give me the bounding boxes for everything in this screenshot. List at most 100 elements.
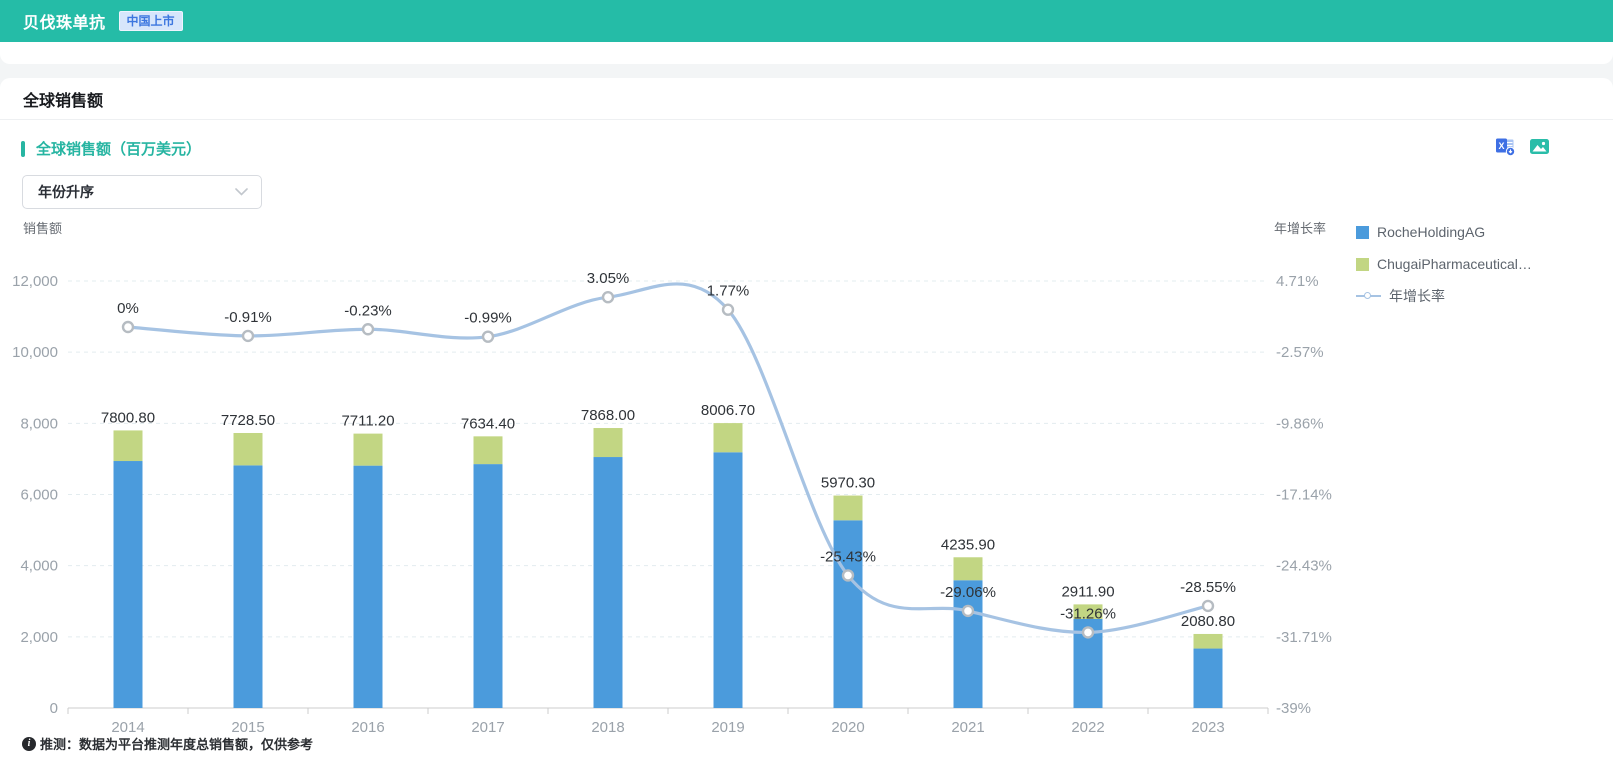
bar-chugaipharmaceutical[interactable] — [1193, 633, 1223, 649]
bar-rocheholdingag[interactable] — [593, 457, 623, 708]
bar-chugaipharmaceutical[interactable] — [593, 428, 623, 458]
bar-total-label: 4235.90 — [941, 536, 995, 553]
growth-rate-label: -0.91% — [224, 309, 272, 326]
bar-chugaipharmaceutical[interactable] — [713, 423, 743, 453]
growth-rate-label: 1.77% — [707, 283, 750, 300]
excel-download-icon[interactable]: X — [1495, 136, 1516, 157]
growth-marker[interactable] — [961, 604, 975, 618]
legend-line-icon — [1356, 291, 1381, 301]
bar-chugaipharmaceutical[interactable] — [233, 432, 263, 466]
drug-title: 贝伐珠单抗 — [23, 15, 106, 32]
note-label: 推测： — [40, 737, 80, 752]
growth-rate-label: -0.23% — [344, 302, 392, 319]
x-axis-label: 2023 — [1191, 719, 1224, 736]
growth-marker[interactable] — [841, 569, 855, 582]
growth-marker[interactable] — [721, 303, 735, 316]
legend-swatch-icon — [1356, 257, 1369, 271]
bar-chugaipharmaceutical[interactable] — [833, 495, 863, 521]
x-axis-label: 2015 — [231, 719, 264, 736]
sort-order-value: 年份升序 — [38, 184, 94, 200]
global-sales-card: 全球销售额 全球销售额（百万美元） X 年份升序 销售额 年增长率 12,000 4.… — [0, 78, 1613, 767]
title-accent-bar — [21, 141, 25, 157]
bar-chugaipharmaceutical[interactable] — [1073, 604, 1103, 619]
growth-rate-label: 3.05% — [587, 270, 630, 287]
growth-marker[interactable] — [601, 291, 615, 304]
sort-order-select[interactable]: 年份升序 — [22, 175, 262, 209]
growth-marker[interactable] — [1081, 626, 1095, 639]
right-axis-tick: -2.57% — [1276, 344, 1324, 361]
save-image-icon[interactable] — [1529, 136, 1550, 157]
chart-title: 全球销售额（百万美元） — [36, 141, 202, 158]
bar-chugaipharmaceutical[interactable] — [953, 557, 983, 581]
growth-rate-label: 0% — [117, 300, 139, 317]
bar-total-label: 8006.70 — [701, 402, 755, 419]
bar-total-label: 5970.30 — [821, 475, 875, 492]
bar-rocheholdingag[interactable] — [713, 452, 743, 708]
chart-legend: RocheHoldingAG ChugaiPharmaceutical… 年增长率 — [1356, 222, 1532, 306]
left-axis-tick: 8,000 — [20, 415, 58, 432]
app-header: 贝伐珠单抗 中国上市 — [0, 0, 1613, 42]
bar-rocheholdingag[interactable] — [353, 465, 383, 708]
bar-rocheholdingag[interactable] — [473, 464, 503, 708]
bar-rocheholdingag[interactable] — [833, 520, 863, 708]
growth-rate-label: -29.06% — [940, 584, 996, 601]
x-axis-label: 2014 — [111, 719, 144, 736]
left-axis-tick: 2,000 — [20, 629, 58, 646]
right-axis-tick: 4.71% — [1276, 273, 1319, 290]
header-sub-strip — [0, 42, 1613, 64]
bar-rocheholdingag[interactable] — [1193, 648, 1223, 708]
growth-marker[interactable] — [481, 330, 495, 343]
left-axis-tick: 0 — [50, 700, 58, 717]
chevron-down-icon — [235, 188, 248, 196]
growth-marker[interactable] — [121, 320, 135, 334]
bar-chugaipharmaceutical[interactable] — [473, 436, 503, 465]
legend-item-2[interactable]: ChugaiPharmaceutical… — [1356, 254, 1532, 274]
growth-marker[interactable] — [361, 323, 375, 336]
bar-chugaipharmaceutical[interactable] — [353, 433, 383, 466]
x-axis-label: 2016 — [351, 719, 384, 736]
bar-rocheholdingag[interactable] — [233, 465, 263, 708]
bar-total-label: 7711.20 — [341, 413, 394, 430]
svg-text:X: X — [1498, 141, 1504, 151]
note-text: 数据为平台推测年度总销售额，仅供参考 — [79, 737, 314, 752]
y-axis-title: 销售额 — [23, 221, 62, 236]
bar-total-label: 7634.40 — [461, 415, 515, 432]
right-axis-tick: -39% — [1276, 700, 1311, 717]
legend-label: RocheHoldingAG — [1377, 224, 1486, 240]
x-axis-label: 2021 — [951, 719, 984, 736]
info-icon: i — [22, 736, 36, 751]
x-axis-label: 2019 — [711, 719, 744, 736]
listed-badge: 中国上市 — [118, 11, 183, 31]
right-axis-tick: -24.43% — [1276, 558, 1332, 575]
legend-label: 年增长率 — [1389, 288, 1445, 304]
x-axis-label: 2022 — [1071, 719, 1104, 736]
growth-rate-line — [127, 282, 1209, 634]
bar-rocheholdingag[interactable] — [953, 580, 983, 708]
x-axis-label: 2020 — [831, 719, 864, 736]
growth-rate-label: -0.99% — [464, 310, 512, 327]
bar-chugaipharmaceutical[interactable] — [113, 430, 143, 462]
bar-total-label: 2080.80 — [1181, 613, 1235, 630]
left-axis-tick: 10,000 — [12, 344, 58, 361]
growth-marker[interactable] — [1201, 599, 1215, 613]
left-axis-tick: 4,000 — [20, 558, 58, 575]
estimate-note: i 推测： 数据为平台推测年度总销售额，仅供参考 — [22, 734, 313, 753]
legend-item-1[interactable]: RocheHoldingAG — [1356, 222, 1532, 242]
legend-swatch-icon — [1356, 225, 1369, 239]
legend-item-3[interactable]: 年增长率 — [1356, 286, 1532, 306]
growth-rate-label: -31.26% — [1060, 605, 1116, 622]
growth-rate-label: -25.43% — [820, 548, 876, 565]
card-header: 全球销售额 — [0, 78, 1613, 120]
secondary-y-axis-title: 年增长率 — [1274, 221, 1326, 236]
bar-total-label: 7728.50 — [221, 412, 275, 429]
growth-marker[interactable] — [241, 329, 255, 343]
bar-rocheholdingag[interactable] — [113, 461, 143, 708]
right-axis-tick: -17.14% — [1276, 487, 1332, 504]
right-axis-tick: -9.86% — [1276, 415, 1324, 432]
chart-toolbar: X — [1495, 136, 1550, 157]
bar-total-label: 7868.00 — [581, 407, 635, 424]
legend-label: ChugaiPharmaceutical… — [1377, 256, 1532, 272]
chart-area: 销售额 年增长率 12,000 4.71% 10,000 -2.57% 8,000 -9.86… — [0, 215, 1613, 760]
right-axis-tick: -31.71% — [1276, 629, 1332, 646]
